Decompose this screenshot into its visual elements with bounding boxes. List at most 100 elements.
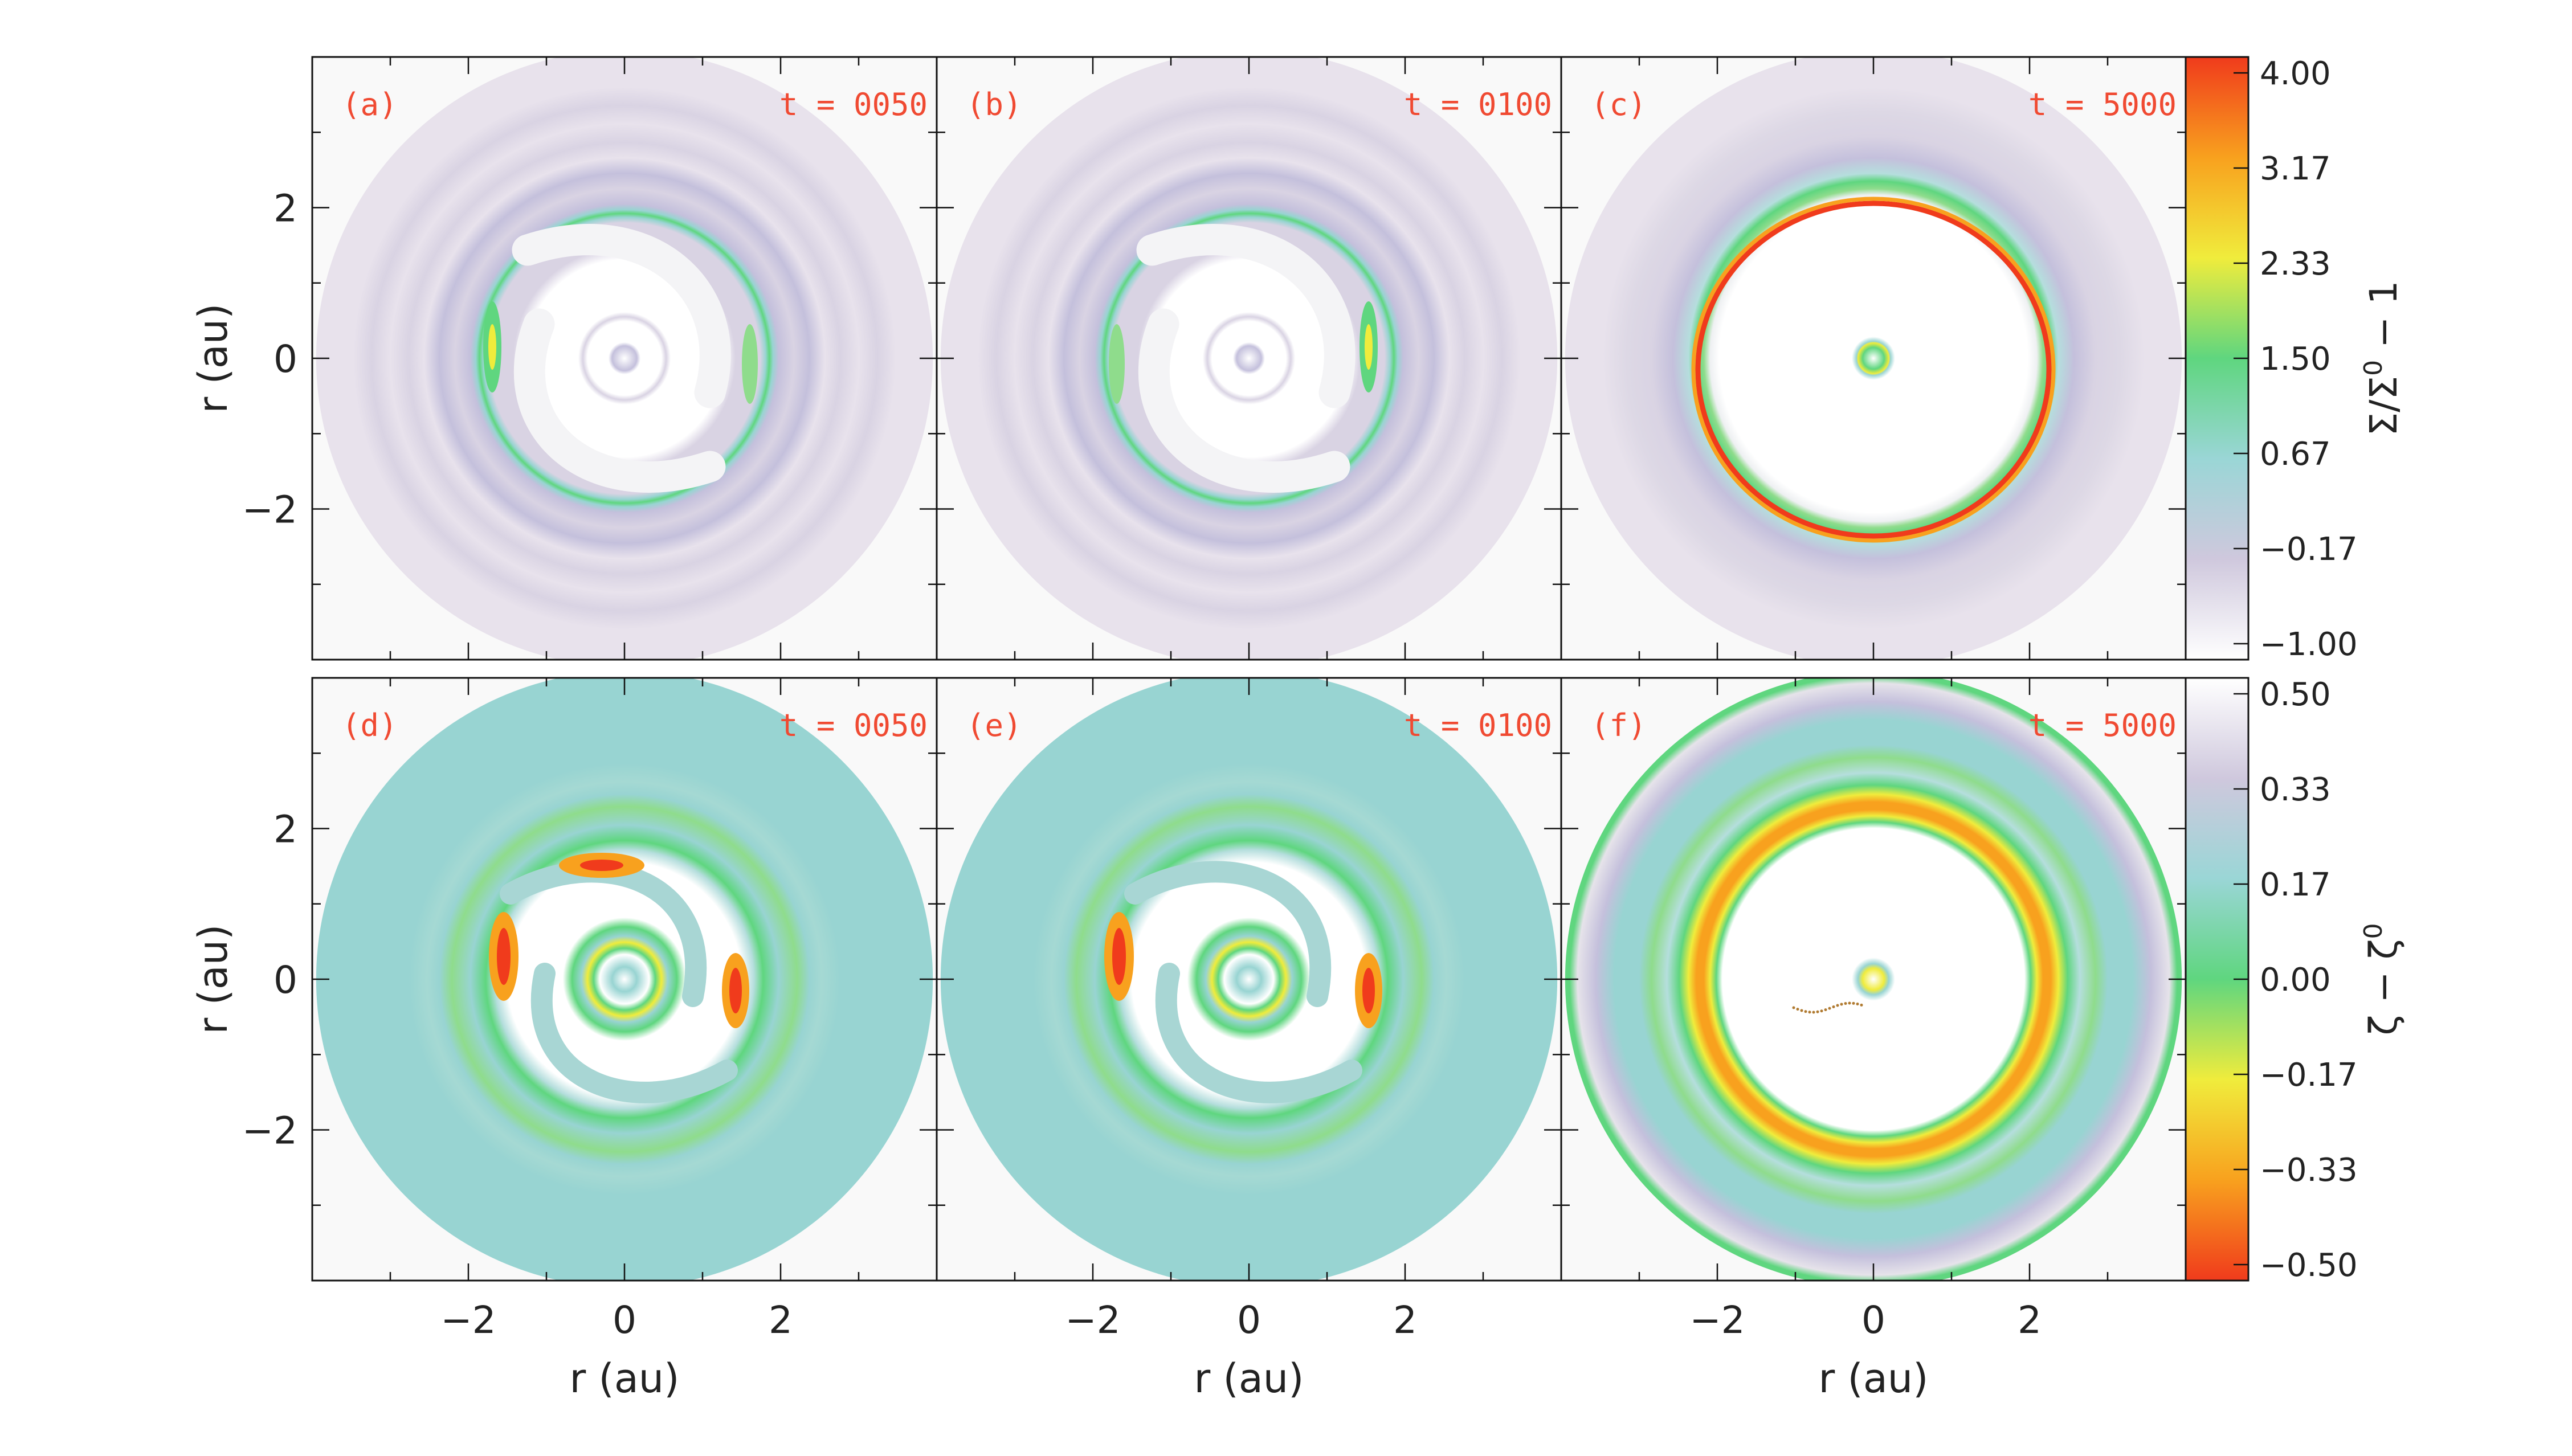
y-tick-label: −2: [242, 1109, 297, 1153]
x-axis-label: r (au): [1819, 1355, 1929, 1402]
panel-b-time: t = 0100: [1404, 87, 1552, 122]
panel-f-debris: [1792, 1006, 1795, 1009]
colorbar-tick-label: 0.67: [2260, 436, 2331, 473]
x-tick-label: 0: [1237, 1298, 1261, 1342]
panel-d-vortex-top-core: [580, 860, 623, 871]
x-tick-label: 0: [1861, 1298, 1885, 1342]
panel-f-debris: [1860, 1003, 1863, 1007]
panel-d-label: (d): [342, 707, 398, 743]
panel-c-time: t = 5000: [2028, 87, 2177, 122]
panels-layer: (a) t = 0050 (b) t = 0100 (c) t = 5000 (d) t = …: [311, 56, 2187, 1282]
panel-f-debris: [1856, 1002, 1859, 1005]
panel-b-image: [937, 57, 1561, 660]
panel-b-label: (b): [966, 87, 1022, 122]
colorbar-tick-label: −1.00: [2260, 626, 2358, 663]
panel-f-debris: [1820, 1009, 1823, 1013]
axes-layer: −2 0 2 r (au) −2 0 2 r (au) −2 0 2 r (au) −2 0 2 r (au)…: [190, 57, 2186, 1402]
panel-e: (e) t = 0100: [936, 677, 1562, 1282]
panel-e-label: (e): [966, 707, 1022, 743]
panel-b-spiral-arm: [1136, 224, 1356, 408]
panel-f-debris: [1800, 1009, 1803, 1012]
panel-f-debris: [1824, 1008, 1827, 1012]
panel-e-vortex-right-core: [1362, 968, 1375, 1013]
panel-c: (c) t = 5000: [1560, 56, 2187, 661]
panel-d-image: [312, 678, 937, 1281]
panel-b-disk: [941, 57, 1557, 660]
colorbar-tick-label: −0.33: [2260, 1152, 2358, 1189]
panel-c-eccentric-ring: [1691, 197, 2056, 543]
x-tick-label: −2: [440, 1298, 496, 1342]
panel-e-image: [937, 678, 1561, 1281]
panel-d-spiral-arm: [530, 963, 738, 1103]
y-tick-label: 0: [273, 337, 297, 381]
panel-f-debris: [1812, 1011, 1815, 1014]
x-tick-label: 2: [1393, 1298, 1417, 1342]
x-tick-label: 2: [769, 1298, 793, 1342]
panel-d-spiral-arm: [500, 861, 707, 1007]
panel-d-disk: [316, 678, 933, 1281]
panel-c-image: [1561, 57, 2186, 660]
panel-a-vortex-core: [488, 324, 496, 370]
panel-c-disk: [1565, 57, 2182, 660]
panel-f-debris: [1804, 1010, 1807, 1013]
panel-e-vortex-left-core: [1112, 928, 1126, 985]
colorbar-tick-label: 0.00: [2260, 962, 2331, 999]
panel-e-spiral-arm: [1155, 963, 1362, 1103]
panel-a-label: (a): [342, 87, 398, 122]
panel-d-vortex-right-core: [729, 968, 742, 1013]
colorbar-tick-label: −0.50: [2260, 1247, 2358, 1284]
x-tick-label: 2: [2018, 1298, 2042, 1342]
y-tick-label: 2: [273, 808, 297, 852]
panel-f-debris: [1832, 1005, 1835, 1008]
panel-b: (b) t = 0100: [936, 56, 1562, 661]
panel-f-label: (f): [1591, 707, 1647, 743]
panel-f-image: [1561, 678, 2186, 1281]
panel-f-debris: [1796, 1008, 1799, 1011]
colorbar-tick-label: −0.17: [2260, 531, 2358, 568]
panel-a: (a) t = 0050: [311, 56, 938, 661]
colorbar-tick-label: 4.00: [2260, 55, 2331, 92]
colorbar-1-label: Σ/Σ0 − 1: [2359, 281, 2406, 436]
y-tick-label: 2: [273, 187, 297, 231]
colorbars-layer: 4.00 3.17 2.33 1.50 0.67 −0.17 −1.00 Σ/Σ0 − 1 0.…: [2185, 55, 2406, 1284]
panel-a-time: t = 0050: [779, 87, 928, 122]
panel-b-vortex: [1109, 324, 1125, 404]
panel-a-disk: [316, 57, 933, 660]
panel-f-debris: [1836, 1004, 1839, 1007]
x-axis-label: r (au): [1194, 1355, 1304, 1402]
panel-f: (f) t = 5000: [1560, 677, 2187, 1282]
panel-f-debris: [1816, 1010, 1819, 1013]
panel-b-vortex-core: [1365, 324, 1373, 370]
colorbar-2-label: ζ − ζ0: [2359, 923, 2406, 1035]
panel-f-debris: [1844, 1002, 1847, 1005]
panel-b-spiral-arm: [1138, 308, 1350, 493]
panel-a-image: [312, 57, 937, 660]
panel-f-debris: [1828, 1007, 1831, 1010]
panel-e-spiral-arm: [1124, 861, 1332, 1007]
panel-e-time: t = 0100: [1404, 707, 1552, 743]
x-axis-label: r (au): [570, 1355, 680, 1402]
y-axis-label: r (au): [190, 925, 236, 1034]
panel-c-eccentric-ring: [1695, 201, 2052, 539]
y-tick-label: −2: [242, 488, 297, 532]
panel-f-debris: [1808, 1011, 1811, 1014]
panel-f-debris: [1848, 1001, 1851, 1005]
y-axis-label: r (au): [190, 304, 236, 414]
x-tick-label: 0: [613, 1298, 636, 1342]
panel-f-debris: [1852, 1001, 1855, 1005]
panel-d-time: t = 0050: [779, 707, 928, 743]
panel-f-time: t = 5000: [2028, 707, 2177, 743]
panel-a-spiral-arm: [513, 308, 726, 493]
panel-e-disk: [941, 678, 1557, 1281]
panel-f-disk: [1565, 678, 2182, 1281]
colorbar-tick-label: 0.33: [2260, 771, 2331, 808]
colorbar-tick-label: 0.17: [2260, 866, 2331, 903]
colorbar-tick-label: 2.33: [2260, 246, 2331, 283]
y-tick-label: 0: [273, 958, 297, 1002]
x-tick-label: −2: [1065, 1298, 1120, 1342]
colorbar-tick-label: 1.50: [2260, 341, 2331, 378]
panel-c-label: (c): [1591, 87, 1647, 122]
panel-f-debris: [1840, 1003, 1843, 1006]
colorbar-tick-label: 3.17: [2260, 150, 2331, 187]
colorbar-tick-label: −0.17: [2260, 1057, 2358, 1094]
